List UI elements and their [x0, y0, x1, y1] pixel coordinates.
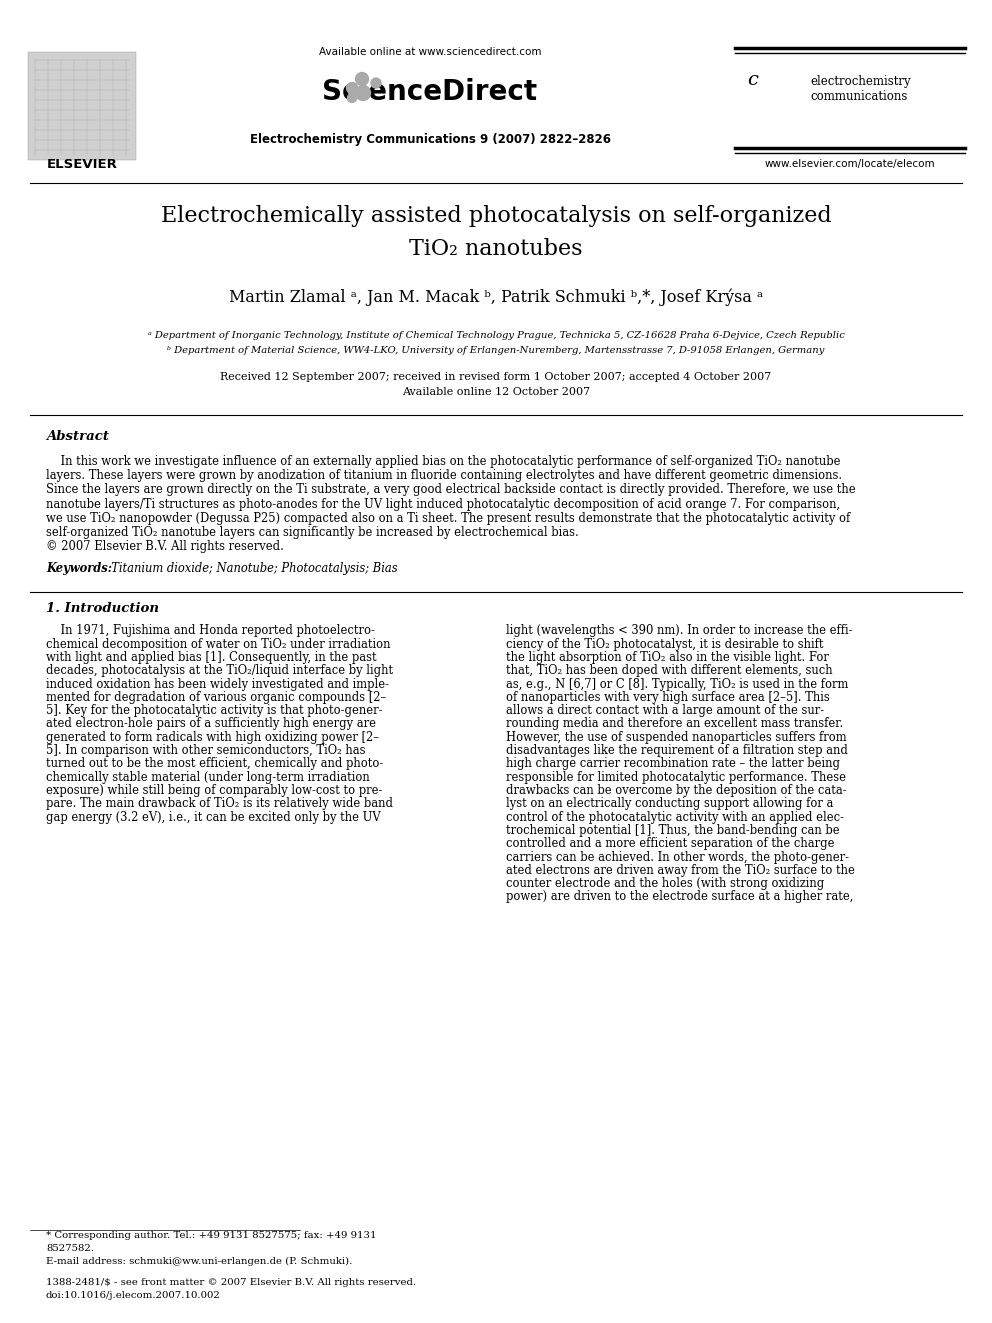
- Bar: [28, 52, 136, 160]
- Text: gap energy (3.2 eV), i.e., it can be excited only by the UV: gap energy (3.2 eV), i.e., it can be exc…: [46, 811, 381, 824]
- Text: the light absorption of TiO₂ also in the visible light. For: the light absorption of TiO₂ also in the…: [506, 651, 829, 664]
- Text: However, the use of suspended nanoparticles suffers from: However, the use of suspended nanopartic…: [506, 730, 846, 744]
- Text: ᵇ Department of Material Science, WW4-LKO, University of Erlangen-Nuremberg, Mar: ᵇ Department of Material Science, WW4-LK…: [168, 347, 824, 355]
- Text: Abstract: Abstract: [46, 430, 109, 443]
- Text: with light and applied bias [1]. Consequently, in the past: with light and applied bias [1]. Consequ…: [46, 651, 377, 664]
- Circle shape: [355, 86, 370, 101]
- Text: generated to form radicals with high oxidizing power [2–: generated to form radicals with high oxi…: [46, 730, 379, 744]
- Text: Received 12 September 2007; received in revised form 1 October 2007; accepted 4 : Received 12 September 2007; received in …: [220, 372, 772, 382]
- Text: drawbacks can be overcome by the deposition of the cata-: drawbacks can be overcome by the deposit…: [506, 785, 846, 796]
- Text: In this work we investigate influence of an externally applied bias on the photo: In this work we investigate influence of…: [46, 455, 840, 468]
- Text: exposure) while still being of comparably low-cost to pre-: exposure) while still being of comparabl…: [46, 785, 382, 796]
- Text: nanotube layers/Ti structures as photo-anodes for the UV light induced photocata: nanotube layers/Ti structures as photo-a…: [46, 497, 840, 511]
- Text: mented for degradation of various organic compounds [2–: mented for degradation of various organi…: [46, 691, 386, 704]
- Text: counter electrode and the holes (with strong oxidizing: counter electrode and the holes (with st…: [506, 877, 824, 890]
- Text: responsible for limited photocatalytic performance. These: responsible for limited photocatalytic p…: [506, 771, 846, 783]
- Text: self-organized TiO₂ nanotube layers can significantly be increased by electroche: self-organized TiO₂ nanotube layers can …: [46, 527, 578, 538]
- Text: decades, photocatalysis at the TiO₂/liquid interface by light: decades, photocatalysis at the TiO₂/liqu…: [46, 664, 393, 677]
- Circle shape: [355, 73, 368, 86]
- Text: ciency of the TiO₂ photocatalyst, it is desirable to shift: ciency of the TiO₂ photocatalyst, it is …: [506, 638, 823, 651]
- Text: lyst on an electrically conducting support allowing for a: lyst on an electrically conducting suppo…: [506, 798, 833, 810]
- Text: 1. Introduction: 1. Introduction: [46, 602, 159, 615]
- Text: 5]. In comparison with other semiconductors, TiO₂ has: 5]. In comparison with other semiconduct…: [46, 744, 365, 757]
- Text: TiO₂ nanotubes: TiO₂ nanotubes: [410, 238, 582, 261]
- Text: induced oxidation has been widely investigated and imple-: induced oxidation has been widely invest…: [46, 677, 389, 691]
- Text: electrochemistry: electrochemistry: [810, 75, 911, 89]
- Text: trochemical potential [1]. Thus, the band-bending can be: trochemical potential [1]. Thus, the ban…: [506, 824, 839, 837]
- Text: ated electron-hole pairs of a sufficiently high energy are: ated electron-hole pairs of a sufficient…: [46, 717, 376, 730]
- Text: E-mail address: schmuki@ww.uni-erlangen.de (P. Schmuki).: E-mail address: schmuki@ww.uni-erlangen.…: [46, 1257, 352, 1266]
- Text: © 2007 Elsevier B.V. All rights reserved.: © 2007 Elsevier B.V. All rights reserved…: [46, 540, 284, 553]
- Text: that, TiO₂ has been doped with different elements, such: that, TiO₂ has been doped with different…: [506, 664, 832, 677]
- Text: 1388-2481/$ - see front matter © 2007 Elsevier B.V. All rights reserved.: 1388-2481/$ - see front matter © 2007 El…: [46, 1278, 416, 1287]
- Text: www.elsevier.com/locate/elecom: www.elsevier.com/locate/elecom: [765, 159, 935, 169]
- Text: Electrochemically assisted photocatalysis on self-organized: Electrochemically assisted photocatalysi…: [161, 205, 831, 228]
- Text: ELSEVIER: ELSEVIER: [47, 157, 117, 171]
- Text: disadvantages like the requirement of a filtration step and: disadvantages like the requirement of a …: [506, 744, 848, 757]
- Text: turned out to be the most efficient, chemically and photo-: turned out to be the most efficient, che…: [46, 757, 383, 770]
- Text: doi:10.1016/j.elecom.2007.10.002: doi:10.1016/j.elecom.2007.10.002: [46, 1291, 221, 1301]
- Text: power) are driven to the electrode surface at a higher rate,: power) are driven to the electrode surfa…: [506, 890, 853, 904]
- Text: Since the layers are grown directly on the Ti substrate, a very good electrical : Since the layers are grown directly on t…: [46, 483, 856, 496]
- Circle shape: [347, 94, 356, 102]
- Text: high charge carrier recombination rate – the latter being: high charge carrier recombination rate –…: [506, 757, 840, 770]
- Text: control of the photocatalytic activity with an applied elec-: control of the photocatalytic activity w…: [506, 811, 844, 824]
- Text: 8527582.: 8527582.: [46, 1244, 94, 1253]
- Text: chemical decomposition of water on TiO₂ under irradiation: chemical decomposition of water on TiO₂ …: [46, 638, 391, 651]
- Text: Titanium dioxide; Nanotube; Photocatalysis; Bias: Titanium dioxide; Nanotube; Photocatalys…: [104, 562, 398, 576]
- Text: layers. These layers were grown by anodization of titanium in fluoride containin: layers. These layers were grown by anodi…: [46, 470, 842, 482]
- Text: Martin Zlamal ᵃ, Jan M. Macak ᵇ, Patrik Schmuki ᵇ,*, Josef Krýsa ᵃ: Martin Zlamal ᵃ, Jan M. Macak ᵇ, Patrik …: [229, 288, 763, 306]
- Text: we use TiO₂ nanopowder (Degussa P25) compacted also on a Ti sheet. The present r: we use TiO₂ nanopowder (Degussa P25) com…: [46, 512, 850, 525]
- Text: ated electrons are driven away from the TiO₂ surface to the: ated electrons are driven away from the …: [506, 864, 855, 877]
- Text: of nanoparticles with very high surface area [2–5]. This: of nanoparticles with very high surface …: [506, 691, 829, 704]
- Text: * Corresponding author. Tel.: +49 9131 8527575; fax: +49 9131: * Corresponding author. Tel.: +49 9131 8…: [46, 1230, 377, 1240]
- Circle shape: [371, 78, 381, 89]
- Text: controlled and a more efficient separation of the charge: controlled and a more efficient separati…: [506, 837, 834, 851]
- Text: 5]. Key for the photocatalytic activity is that photo-gener-: 5]. Key for the photocatalytic activity …: [46, 704, 383, 717]
- Text: rounding media and therefore an excellent mass transfer.: rounding media and therefore an excellen…: [506, 717, 843, 730]
- Text: carriers can be achieved. In other words, the photo-gener-: carriers can be achieved. In other words…: [506, 851, 849, 864]
- Text: as, e.g., N [6,7] or C [8]. Typically, TiO₂ is used in the form: as, e.g., N [6,7] or C [8]. Typically, T…: [506, 677, 848, 691]
- Text: Electrochemistry Communications 9 (2007) 2822–2826: Electrochemistry Communications 9 (2007)…: [250, 134, 610, 146]
- Text: c: c: [748, 71, 759, 89]
- Text: Available online 12 October 2007: Available online 12 October 2007: [402, 388, 590, 397]
- Text: chemically stable material (under long-term irradiation: chemically stable material (under long-t…: [46, 771, 370, 783]
- Text: communications: communications: [810, 90, 908, 103]
- Text: light (wavelengths < 390 nm). In order to increase the effi-: light (wavelengths < 390 nm). In order t…: [506, 624, 852, 638]
- Circle shape: [346, 82, 357, 94]
- Text: ᵃ Department of Inorganic Technology, Institute of Chemical Technology Prague, T: ᵃ Department of Inorganic Technology, In…: [148, 331, 844, 340]
- Text: allows a direct contact with a large amount of the sur-: allows a direct contact with a large amo…: [506, 704, 824, 717]
- Text: ScienceDirect: ScienceDirect: [322, 78, 538, 106]
- Text: pare. The main drawback of TiO₂ is its relatively wide band: pare. The main drawback of TiO₂ is its r…: [46, 798, 393, 810]
- Text: Keywords:: Keywords:: [46, 562, 112, 576]
- Text: Available online at www.sciencedirect.com: Available online at www.sciencedirect.co…: [318, 48, 542, 57]
- Text: In 1971, Fujishima and Honda reported photoelectro-: In 1971, Fujishima and Honda reported ph…: [46, 624, 375, 638]
